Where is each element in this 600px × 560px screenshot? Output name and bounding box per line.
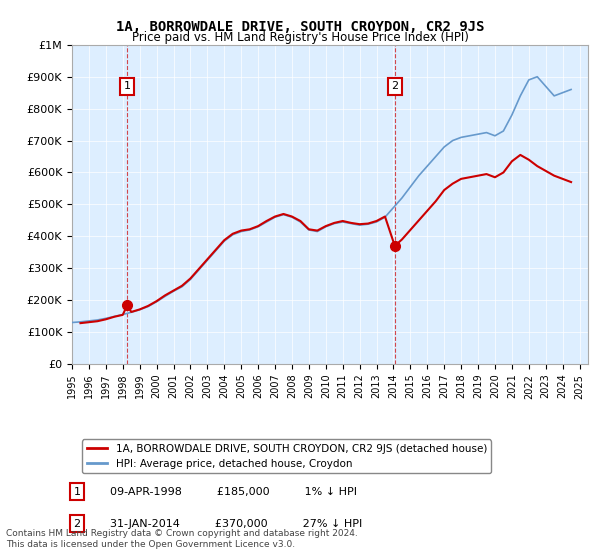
Text: 31-JAN-2014          £370,000          27% ↓ HPI: 31-JAN-2014 £370,000 27% ↓ HPI [103, 519, 362, 529]
Text: 09-APR-1998          £185,000          1% ↓ HPI: 09-APR-1998 £185,000 1% ↓ HPI [103, 487, 357, 497]
Text: 1A, BORROWDALE DRIVE, SOUTH CROYDON, CR2 9JS: 1A, BORROWDALE DRIVE, SOUTH CROYDON, CR2… [116, 20, 484, 34]
Text: 1: 1 [74, 487, 80, 497]
Text: Contains HM Land Registry data © Crown copyright and database right 2024.
This d: Contains HM Land Registry data © Crown c… [6, 529, 358, 549]
Legend: 1A, BORROWDALE DRIVE, SOUTH CROYDON, CR2 9JS (detached house), HPI: Average pric: 1A, BORROWDALE DRIVE, SOUTH CROYDON, CR2… [82, 440, 491, 473]
Text: Price paid vs. HM Land Registry's House Price Index (HPI): Price paid vs. HM Land Registry's House … [131, 31, 469, 44]
Text: 2: 2 [391, 81, 398, 91]
Text: 1: 1 [124, 81, 131, 91]
Text: 2: 2 [74, 519, 81, 529]
